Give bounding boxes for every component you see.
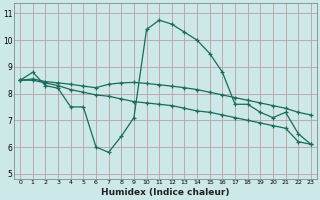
X-axis label: Humidex (Indice chaleur): Humidex (Indice chaleur) <box>101 188 230 197</box>
